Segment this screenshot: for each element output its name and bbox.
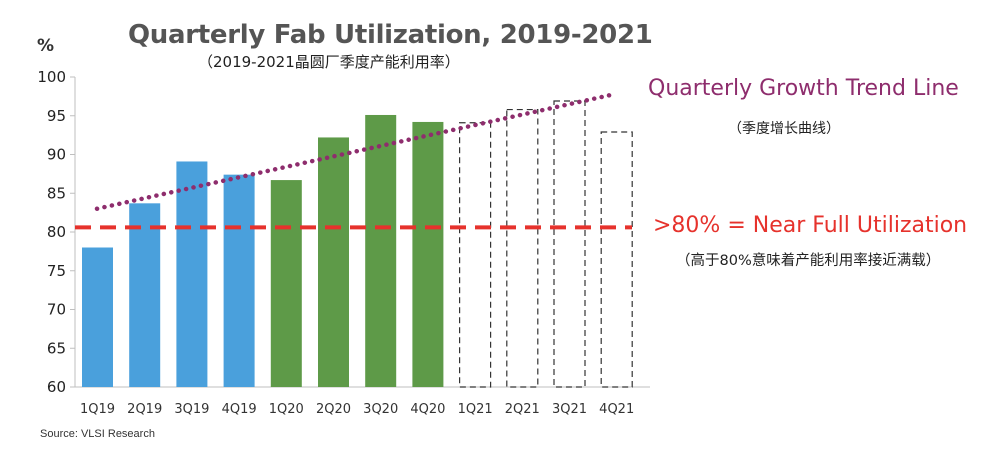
- trend-line-label-cn: （季度增长曲线）: [728, 121, 840, 137]
- x-tick-label: 1Q19: [80, 402, 115, 417]
- x-tick-label: 3Q21: [552, 402, 587, 417]
- x-tick-label: 4Q19: [222, 402, 257, 417]
- source-note: Source: VLSI Research: [40, 428, 155, 440]
- y-tick-label: 60: [47, 378, 66, 396]
- threshold-label-cn: （高于80%意味着产能利用率接近满载）: [676, 253, 941, 269]
- bar-4Q21: [600, 131, 633, 388]
- x-tick-label: 4Q20: [410, 402, 445, 417]
- y-tick-label: 95: [47, 107, 66, 125]
- chart-title: Quarterly Fab Utilization, 2019-2021: [128, 20, 653, 50]
- y-tick-label: 80: [47, 223, 66, 241]
- bar-4Q19: [223, 174, 255, 387]
- bar-2Q19: [129, 203, 161, 387]
- y-tick-label: 85: [47, 184, 66, 202]
- x-tick-label: 1Q21: [458, 402, 493, 417]
- chart-subtitle: （2019-2021晶圆厂季度产能利用率）: [198, 53, 460, 71]
- y-tick-label: 65: [47, 339, 66, 357]
- x-tick-label: 3Q19: [174, 402, 209, 417]
- bar-1Q20: [270, 180, 302, 387]
- bar-3Q19: [176, 161, 208, 387]
- bar-2Q20: [318, 137, 349, 387]
- bar-1Q21: [459, 122, 492, 388]
- y-tick-label: 90: [47, 146, 66, 164]
- trend-line-label: Quarterly Growth Trend Line: [648, 76, 959, 101]
- y-tick-label: 70: [47, 301, 66, 319]
- x-tick-label: 2Q20: [316, 402, 351, 417]
- x-tick-label: 4Q21: [599, 402, 634, 417]
- bar-3Q21: [553, 100, 586, 388]
- y-tick-label: 75: [47, 262, 66, 280]
- bar-1Q19: [82, 247, 113, 387]
- bar-3Q20: [365, 114, 397, 387]
- threshold-label: >80% = Near Full Utilization: [653, 213, 968, 238]
- bar-4Q20: [412, 121, 444, 387]
- y-axis-label: %: [37, 36, 55, 56]
- x-tick-label: 2Q19: [127, 402, 162, 417]
- x-tick-label: 3Q20: [363, 402, 398, 417]
- x-tick-label: 2Q21: [505, 402, 540, 417]
- y-tick-label: 100: [37, 68, 66, 86]
- trend-line: [94, 91, 618, 211]
- bar-2Q21: [506, 108, 539, 388]
- x-tick-label: 1Q20: [269, 402, 304, 417]
